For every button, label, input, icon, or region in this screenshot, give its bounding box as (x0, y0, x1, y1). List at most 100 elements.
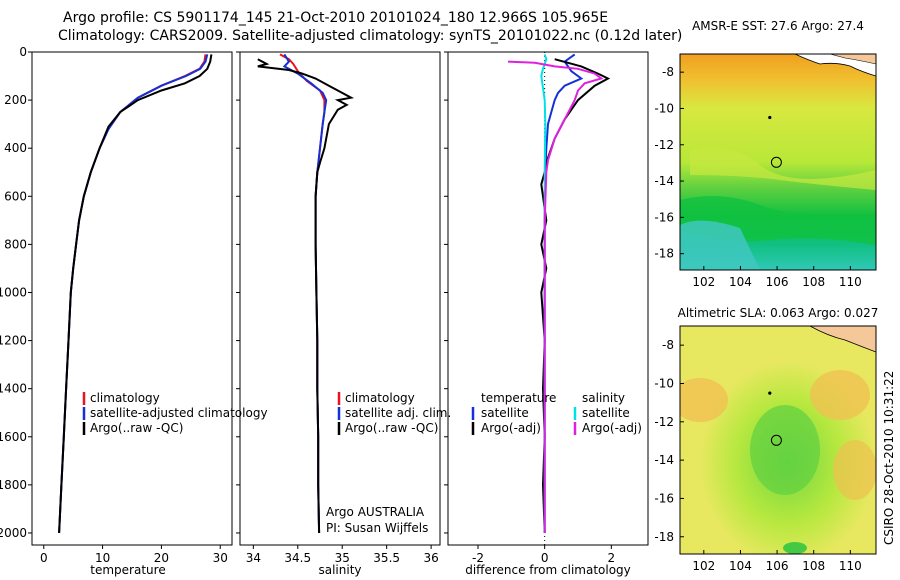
lon-tick-label: 102 (692, 275, 715, 289)
lon-tick-label: 110 (839, 275, 862, 289)
lat-tick-label: -16 (654, 210, 674, 224)
lat-tick-label: -8 (662, 65, 674, 79)
y-tick-label: 2000 (0, 526, 27, 540)
sla-land (809, 326, 876, 353)
lon-tick-label: 104 (729, 559, 752, 573)
y-tick-label: 200 (4, 93, 27, 107)
temperature-line-argo-raw-qc- (58, 54, 213, 534)
legend-label-temp-satellite: satellite (481, 406, 529, 420)
credit-stamp: CSIRO 28-Oct-2010 10:31:22 (882, 371, 896, 545)
legend-label-argo: Argo(..raw -QC) (345, 421, 438, 435)
x-tick-label: 34 (246, 551, 261, 565)
figure-title-line1: Argo profile: CS 5901174_145 21-Oct-2010… (63, 10, 608, 26)
salinity-panel (239, 51, 441, 546)
legend-header-temperature: temperature (481, 391, 556, 405)
temperature-xlabel: temperature (90, 563, 165, 577)
sla-map (680, 326, 876, 554)
legend-label-satellite-adj: satellite adj. clim. (345, 406, 451, 420)
lat-tick-label: -8 (662, 338, 674, 352)
lon-tick-label: 102 (692, 559, 715, 573)
lat-tick-label: -18 (654, 530, 674, 544)
lon-tick-label: 108 (802, 275, 825, 289)
legend-label-satellite-adjusted: satellite-adjusted climatology (90, 406, 268, 420)
lat-tick-label: -14 (654, 453, 674, 467)
sst-map (680, 54, 876, 270)
lon-tick-label: 106 (766, 275, 789, 289)
difference-x-axis: -2 0 2 (472, 545, 615, 565)
sla-patch (783, 542, 807, 554)
salinity-x-axis: 34 34.5 35 35.5 36 (246, 545, 439, 565)
depth-axis: 0 200 400 600 800 1000 1200 1400 1600 1800 2000 (0, 45, 448, 540)
salinity-line-argo-raw-qc- (257, 58, 355, 534)
difference-line-salinity-argo-adj- (507, 60, 604, 533)
sla-patch (810, 370, 870, 420)
lon-tick-label: 108 (802, 559, 825, 573)
sla-point-marker (768, 391, 772, 395)
x-tick-label: 2 (608, 551, 616, 565)
x-tick-label: 20 (154, 551, 169, 565)
y-tick-label: 1400 (0, 382, 27, 396)
x-tick-label: 0 (541, 551, 549, 565)
legend-label-climatology: climatology (345, 391, 415, 405)
lon-tick-label: 106 (766, 559, 789, 573)
y-tick-label: 1600 (0, 430, 27, 444)
x-tick-label: 0 (40, 551, 48, 565)
x-tick-label: -2 (472, 551, 484, 565)
argo-program-label: Argo AUSTRALIA (326, 505, 425, 519)
difference-series (507, 53, 611, 534)
lat-tick-label: -14 (654, 174, 674, 188)
sla-patch (750, 405, 820, 495)
difference-line-temperature-argo-adj- (540, 58, 611, 534)
x-tick-label: 30 (213, 551, 228, 565)
y-tick-label: 1800 (0, 478, 27, 492)
sla-map-title: Altimetric SLA: 0.063 Argo: 0.027 (678, 306, 879, 320)
sla-map-frame (679, 325, 877, 555)
salinity-xlabel: salinity (318, 563, 361, 577)
sst-point-marker (768, 115, 772, 120)
legend-label-sal-argo: Argo(-adj) (582, 421, 642, 435)
legend-label-sal-satellite: satellite (582, 406, 630, 420)
legend-label-climatology: climatology (90, 391, 160, 405)
y-tick-label: 400 (4, 141, 27, 155)
lat-tick-label: -18 (654, 247, 674, 261)
sst-patch (690, 147, 876, 190)
sst-patch (680, 220, 760, 270)
figure-title-line2: Climatology: CARS2009. Satellite-adjuste… (58, 28, 682, 44)
legend-label-temp-argo: Argo(-adj) (481, 421, 541, 435)
temperature-panel (31, 51, 233, 546)
sla-patch (833, 440, 876, 500)
sla-map-axes: 102 104 106 108 110 -8 -10 -12 -14 -16 -18 (654, 338, 861, 573)
sla-patch (680, 378, 728, 422)
temperature-legend: climatology satellite-adjusted climatolo… (82, 391, 268, 435)
lat-tick-label: -10 (654, 376, 674, 390)
argo-pi-label: PI: Susan Wijffels (326, 521, 428, 535)
lat-tick-label: -12 (654, 415, 674, 429)
legend-header-salinity: salinity (582, 391, 625, 405)
sla-argo-location-marker (770, 434, 782, 446)
lat-tick-label: -16 (654, 491, 674, 505)
x-tick-label: 36 (423, 551, 438, 565)
sst-map-frame (679, 53, 877, 271)
temperature-series (58, 54, 213, 534)
x-tick-label: 35.5 (373, 551, 400, 565)
difference-legend: temperature satellite Argo(-adj) salinit… (471, 391, 642, 435)
sst-map-title: AMSR-E SST: 27.6 Argo: 27.4 (692, 19, 864, 33)
legend-label-argo: Argo(..raw -QC) (90, 421, 183, 435)
x-tick-label: 35 (335, 551, 350, 565)
y-tick-label: 1000 (0, 285, 27, 299)
lat-tick-label: -10 (654, 101, 674, 115)
temperature-x-axis: 0 10 20 30 (40, 545, 228, 565)
salinity-legend: climatology satellite adj. clim. Argo(..… (337, 391, 451, 435)
y-tick-label: 600 (4, 189, 27, 203)
salinity-series (257, 53, 355, 534)
y-tick-label: 800 (4, 237, 27, 251)
difference-xlabel: difference from climatology (465, 563, 631, 577)
lon-tick-label: 110 (839, 559, 862, 573)
x-tick-label: 10 (95, 551, 110, 565)
sst-map-axes: 102 104 106 108 110 -8 -10 -12 -14 -16 -18 (654, 65, 861, 289)
y-tick-label: 1200 (0, 334, 27, 348)
lat-tick-label: -12 (654, 138, 674, 152)
sst-argo-location-marker (770, 156, 782, 168)
x-tick-label: 34.5 (284, 551, 311, 565)
